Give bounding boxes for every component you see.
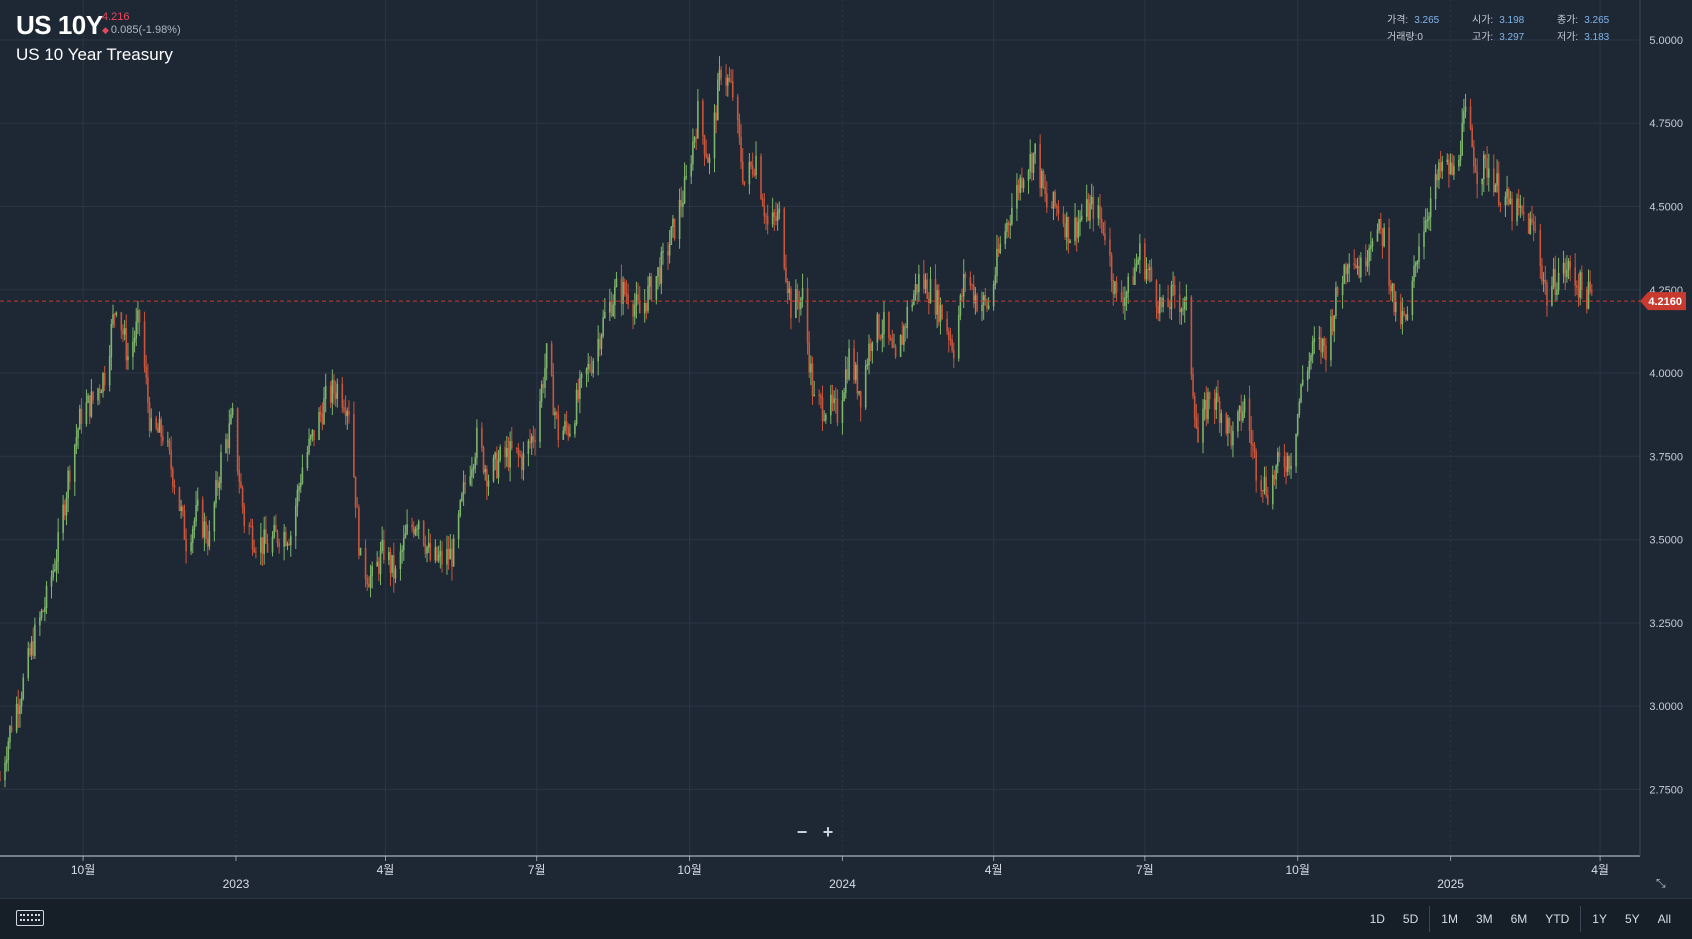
low-label: 저가: <box>1557 32 1579 43</box>
price-chart[interactable]: 5.00004.75004.50004.25004.00003.75003.50… <box>0 0 1692 898</box>
low-value: 3.183 <box>1584 32 1610 43</box>
ohlc-panel: 가격: 3.265 시가: 3.198 종가: 3.265 거래량: 0 고가: 3.29… <box>1387 12 1642 46</box>
high-value: 3.297 <box>1499 32 1525 43</box>
x-month-label: 7월 <box>1136 863 1154 877</box>
y-tick-label: 3.0000 <box>1649 701 1683 713</box>
open-value: 3.198 <box>1499 15 1525 26</box>
price-change-value: 0.085(-1.98%) <box>110 24 181 36</box>
x-month-label: 10월 <box>1286 863 1310 877</box>
zoom-controls: − + <box>794 822 836 842</box>
keyboard-icon[interactable] <box>16 910 44 926</box>
bottom-toolbar: 1D 5D 1M 3M 6M YTD 1Y 5Y All <box>0 898 1692 939</box>
period-ytd-button[interactable]: YTD <box>1545 912 1570 926</box>
period-divider <box>1429 906 1431 932</box>
price-value: 3.265 <box>1414 15 1440 26</box>
period-5d-button[interactable]: 5D <box>1402 912 1419 926</box>
y-tick-label: 3.7500 <box>1649 451 1683 463</box>
period-selector: 1D 5D 1M 3M 6M YTD 1Y 5Y All <box>1361 899 1680 939</box>
close-label: 종가: <box>1557 15 1579 26</box>
y-tick-label: 4.0000 <box>1649 368 1683 380</box>
instrument-name: US 10 Year Treasury <box>16 45 173 64</box>
close-value: 3.265 <box>1584 15 1610 26</box>
x-month-label: 10월 <box>71 863 95 877</box>
y-tick-label: 4.5000 <box>1649 202 1683 214</box>
last-price: 4.216 <box>102 11 130 23</box>
collapse-icon[interactable]: ⤡ <box>1656 876 1666 890</box>
high-label: 고가: <box>1472 32 1494 43</box>
x-month-label: 4월 <box>985 863 1003 877</box>
zoom-in-button[interactable]: + <box>822 822 834 842</box>
period-3m-button[interactable]: 3M <box>1475 912 1493 926</box>
price-label: 가격: <box>1387 15 1409 26</box>
period-1y-button[interactable]: 1Y <box>1592 912 1607 926</box>
y-tick-label: 2.7500 <box>1649 784 1683 796</box>
zoom-out-button[interactable]: − <box>796 822 808 842</box>
y-tick-label: 4.7500 <box>1649 118 1683 130</box>
period-all-button[interactable]: All <box>1657 912 1671 926</box>
ticker-symbol: US 10Y <box>16 10 103 40</box>
x-year-label: 2023 <box>223 877 250 891</box>
last-price-tag-label: 4.2160 <box>1648 296 1682 308</box>
y-tick-label: 3.2500 <box>1649 618 1683 630</box>
x-month-label: 4월 <box>377 863 395 877</box>
period-1d-button[interactable]: 1D <box>1369 912 1385 926</box>
open-label: 시가: <box>1472 15 1494 26</box>
y-tick-label: 3.5000 <box>1649 535 1683 547</box>
x-year-label: 2025 <box>1437 877 1464 891</box>
y-tick-label: 5.0000 <box>1649 35 1683 47</box>
period-1m-button[interactable]: 1M <box>1441 912 1458 926</box>
x-year-label: 2024 <box>829 877 856 891</box>
x-month-label: 4월 <box>1591 863 1609 877</box>
period-6m-button[interactable]: 6M <box>1510 912 1528 926</box>
price-change: ◆ 0.085(-1.98%) <box>102 24 181 36</box>
volume-label: 거래량: <box>1387 32 1418 43</box>
down-arrow-icon: ◆ <box>102 25 109 35</box>
last-price-tag <box>1640 292 1686 311</box>
x-month-label: 10월 <box>677 863 701 877</box>
volume-value: 0 <box>1417 32 1423 43</box>
period-5y-button[interactable]: 5Y <box>1624 912 1640 926</box>
period-divider <box>1580 906 1582 932</box>
x-month-label: 7월 <box>528 863 546 877</box>
